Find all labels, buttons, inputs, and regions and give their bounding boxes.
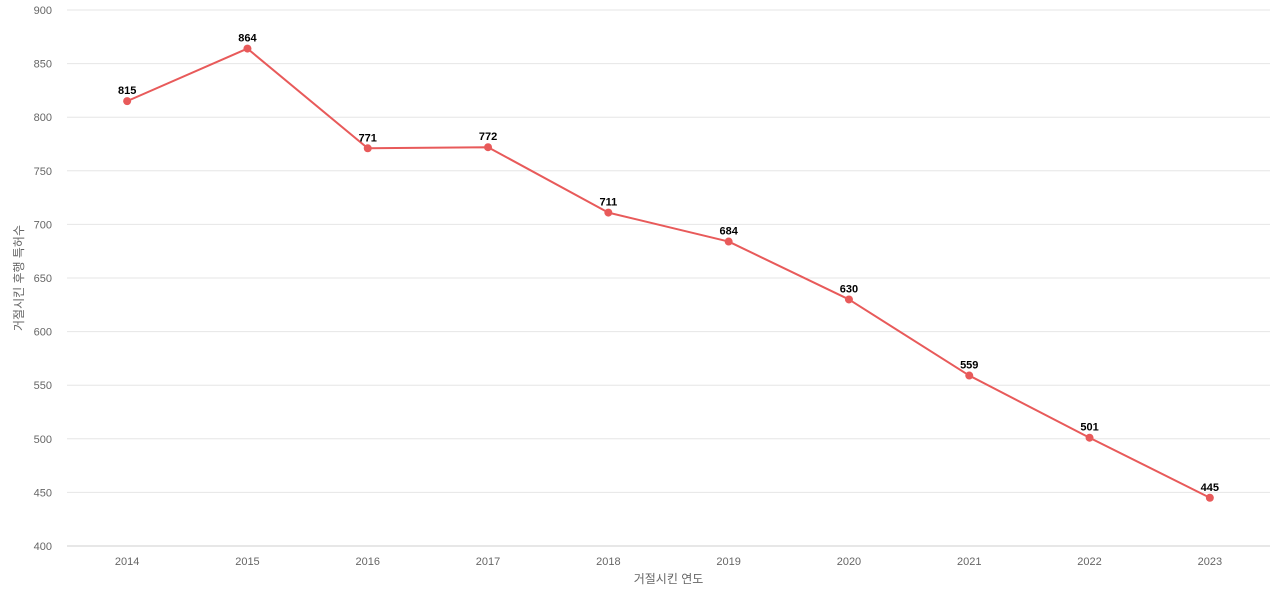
y-tick-label: 600 [34, 327, 52, 339]
x-tick-label: 2017 [476, 556, 500, 568]
series-layer [123, 44, 1214, 502]
data-label: 711 [599, 197, 617, 209]
x-tick-label: 2019 [716, 556, 740, 568]
x-axis-ticks: 2014 2015 2016 2017 2018 2019 2020 2021 2022 2023 [115, 556, 1222, 568]
x-axis-title: 거절시킨 연도 [634, 572, 704, 586]
x-tick-label: 2018 [596, 556, 620, 568]
x-tick-label: 2023 [1198, 556, 1222, 568]
y-axis-title: 거절시킨 후행 특허수 [11, 225, 26, 331]
data-label: 772 [479, 131, 497, 143]
data-point[interactable] [484, 143, 493, 152]
data-label: 771 [359, 132, 377, 144]
data-label: 630 [840, 283, 858, 295]
y-tick-label: 450 [34, 487, 52, 499]
y-tick-label: 400 [34, 541, 52, 553]
data-label: 445 [1201, 482, 1219, 494]
data-point[interactable] [965, 371, 974, 380]
x-tick-label: 2022 [1077, 556, 1101, 568]
gridlines [67, 9, 1270, 493]
x-tick-label: 2016 [356, 556, 380, 568]
data-label: 684 [719, 226, 738, 238]
y-tick-label: 900 [34, 5, 52, 17]
y-axis-ticks: 400 450 500 550 600 650 700 750 800 850 900 [34, 5, 52, 553]
x-tick-label: 2021 [957, 556, 981, 568]
data-point[interactable] [844, 295, 853, 304]
y-tick-label: 650 [34, 273, 52, 285]
series-line [126, 47, 1211, 499]
x-tick-label: 2014 [115, 556, 139, 568]
y-tick-label: 550 [34, 380, 52, 392]
data-point[interactable] [363, 144, 372, 153]
data-label: 864 [238, 33, 257, 45]
x-tick-label: 2015 [235, 556, 259, 568]
y-tick-label: 850 [34, 59, 52, 71]
data-point[interactable] [1085, 433, 1094, 442]
data-point[interactable] [604, 208, 613, 217]
data-label: 501 [1080, 422, 1098, 434]
data-point[interactable] [123, 97, 132, 106]
data-point[interactable] [243, 44, 252, 53]
y-tick-label: 700 [34, 219, 52, 231]
data-label: 559 [960, 360, 978, 372]
data-point[interactable] [1205, 493, 1214, 502]
data-label: 815 [118, 85, 136, 97]
y-tick-label: 750 [34, 166, 52, 178]
y-tick-label: 800 [34, 112, 52, 124]
y-tick-label: 500 [34, 434, 52, 446]
data-point[interactable] [724, 237, 733, 246]
x-tick-label: 2020 [837, 556, 861, 568]
data-labels: 815 864 771 772 711 684 630 559 501 445 [118, 33, 1219, 494]
